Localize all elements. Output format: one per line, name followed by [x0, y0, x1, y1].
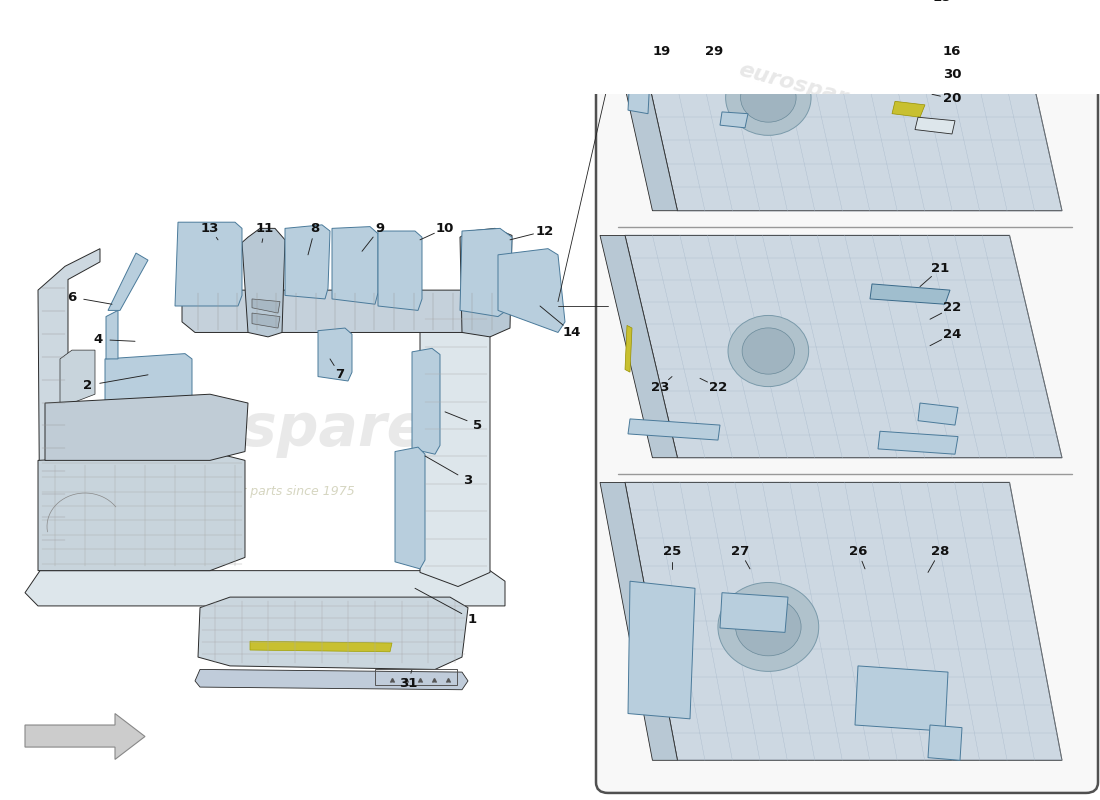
Polygon shape — [625, 326, 632, 372]
Polygon shape — [25, 714, 145, 759]
Text: 12: 12 — [536, 225, 554, 238]
Text: 22: 22 — [943, 302, 961, 314]
Polygon shape — [625, 482, 1062, 760]
Text: 6: 6 — [67, 290, 77, 304]
Circle shape — [718, 582, 818, 671]
Polygon shape — [45, 394, 248, 460]
Polygon shape — [720, 112, 748, 128]
Text: 31: 31 — [399, 677, 417, 690]
Text: 11: 11 — [256, 222, 274, 235]
Text: 28: 28 — [931, 545, 949, 558]
Polygon shape — [878, 431, 958, 454]
Text: 13: 13 — [201, 222, 219, 235]
Polygon shape — [60, 350, 95, 403]
Text: 25: 25 — [663, 545, 681, 558]
Polygon shape — [412, 348, 440, 454]
Text: 4: 4 — [94, 333, 102, 346]
Polygon shape — [600, 235, 678, 458]
Polygon shape — [252, 313, 280, 328]
Text: 19: 19 — [653, 46, 671, 58]
Text: 29: 29 — [705, 46, 723, 58]
Polygon shape — [195, 670, 468, 690]
Polygon shape — [918, 39, 952, 61]
Polygon shape — [625, 0, 1062, 210]
Polygon shape — [855, 666, 948, 731]
Polygon shape — [39, 249, 100, 570]
Polygon shape — [378, 231, 422, 310]
Polygon shape — [285, 225, 330, 299]
Text: 10: 10 — [436, 222, 454, 235]
Polygon shape — [918, 403, 958, 425]
Circle shape — [740, 73, 796, 122]
Text: 3: 3 — [463, 474, 473, 487]
Circle shape — [726, 60, 811, 135]
FancyBboxPatch shape — [596, 0, 1098, 793]
Polygon shape — [810, 13, 848, 28]
Polygon shape — [39, 451, 245, 570]
Text: 20: 20 — [943, 92, 961, 105]
Text: 26: 26 — [849, 545, 867, 558]
Polygon shape — [106, 310, 118, 359]
Text: 8: 8 — [310, 222, 320, 235]
Text: eurospare: eurospare — [736, 59, 865, 112]
Polygon shape — [892, 102, 925, 118]
Text: 30: 30 — [943, 68, 961, 82]
Polygon shape — [600, 0, 678, 210]
Text: 1: 1 — [468, 613, 476, 626]
Text: eurospare: eurospare — [736, 624, 865, 676]
Circle shape — [736, 598, 801, 656]
Polygon shape — [420, 302, 490, 586]
Polygon shape — [182, 290, 508, 333]
Polygon shape — [720, 593, 788, 632]
Circle shape — [742, 328, 794, 374]
Text: 23: 23 — [651, 381, 669, 394]
Polygon shape — [915, 118, 955, 134]
Polygon shape — [104, 354, 192, 405]
Polygon shape — [498, 249, 565, 333]
Text: 14: 14 — [563, 326, 581, 339]
Polygon shape — [755, 10, 808, 26]
Polygon shape — [25, 570, 505, 606]
Polygon shape — [628, 419, 720, 440]
Text: 7: 7 — [336, 368, 344, 382]
Polygon shape — [395, 447, 425, 569]
Text: 2: 2 — [84, 379, 92, 392]
Polygon shape — [460, 228, 512, 317]
Text: eurospare: eurospare — [92, 401, 427, 458]
Polygon shape — [625, 235, 1062, 458]
Text: 18: 18 — [933, 0, 952, 4]
Polygon shape — [198, 597, 468, 670]
Polygon shape — [928, 725, 962, 760]
Polygon shape — [175, 222, 242, 306]
Polygon shape — [460, 228, 512, 337]
Text: 5: 5 — [473, 418, 483, 431]
Text: a passion for parts since 1975: a passion for parts since 1975 — [166, 485, 354, 498]
Polygon shape — [250, 642, 392, 652]
Polygon shape — [252, 299, 280, 313]
Polygon shape — [332, 226, 378, 304]
Polygon shape — [600, 482, 678, 760]
Text: eurospare: eurospare — [736, 280, 865, 332]
Text: 22: 22 — [708, 381, 727, 394]
Text: 9: 9 — [375, 222, 385, 235]
Text: 27: 27 — [730, 545, 749, 558]
Circle shape — [728, 315, 808, 386]
Text: 16: 16 — [943, 46, 961, 58]
Polygon shape — [318, 328, 352, 381]
Polygon shape — [242, 228, 285, 337]
Polygon shape — [108, 253, 148, 310]
Polygon shape — [870, 284, 950, 304]
Polygon shape — [915, 73, 955, 93]
Polygon shape — [628, 73, 650, 114]
Text: 24: 24 — [943, 328, 961, 341]
Text: 21: 21 — [931, 262, 949, 275]
Polygon shape — [628, 582, 695, 719]
